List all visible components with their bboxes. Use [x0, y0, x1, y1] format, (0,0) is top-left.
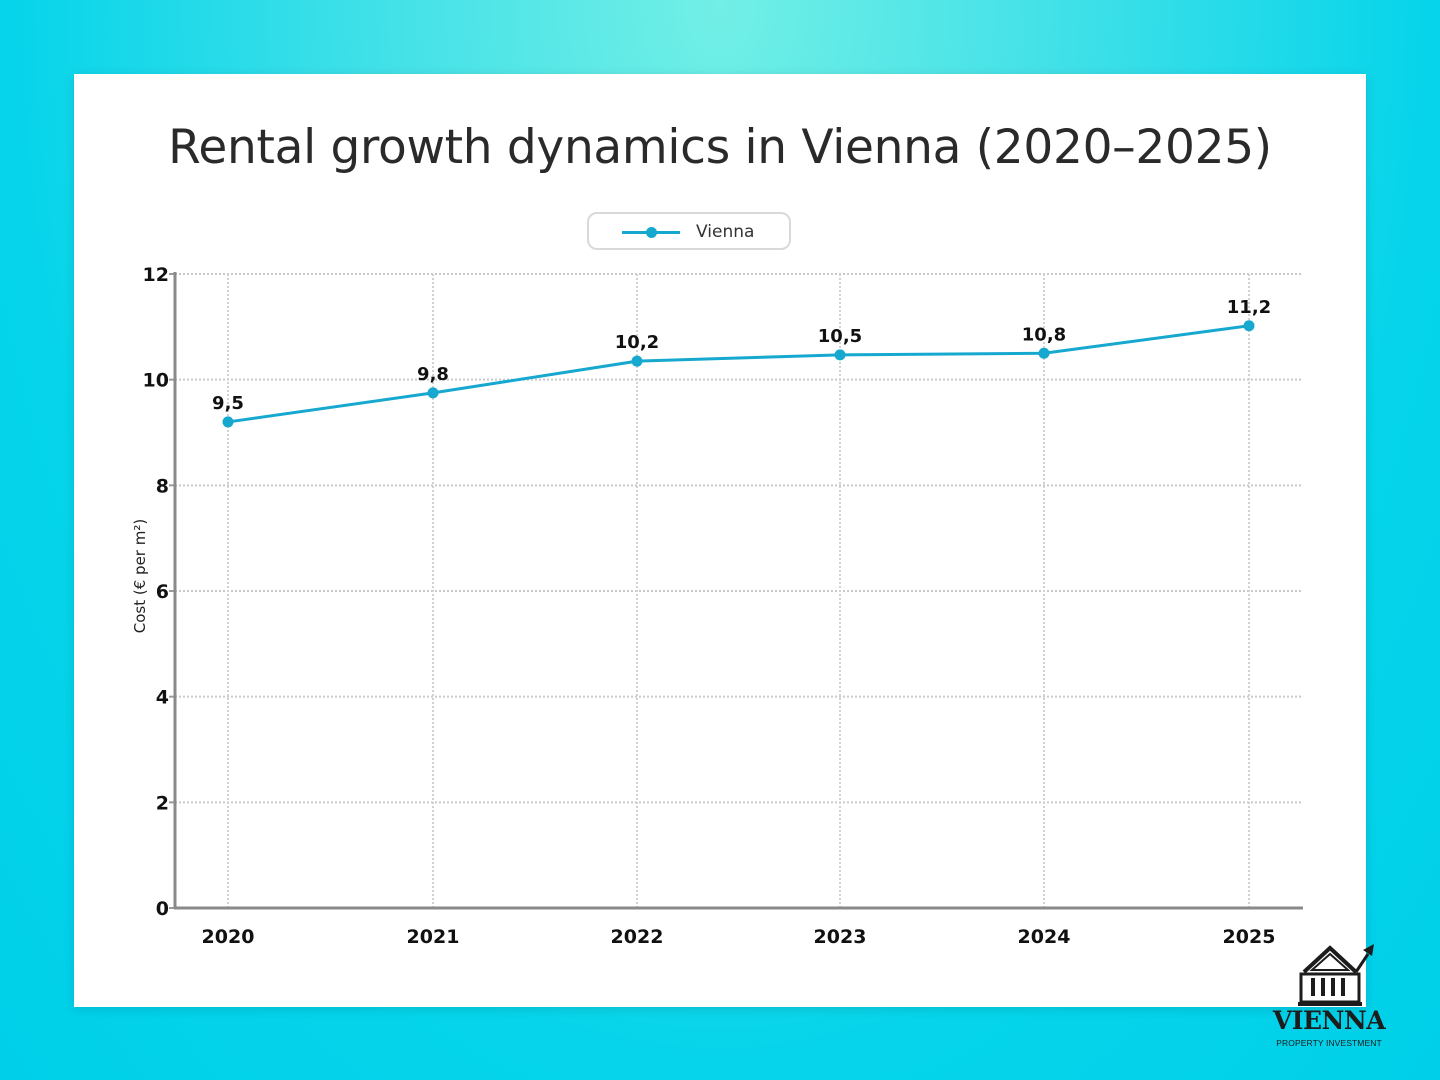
data-label: 9,8	[417, 364, 449, 385]
data-label: 10,2	[615, 332, 659, 353]
y-tick-label: 10	[143, 370, 169, 392]
legend-dot-marker	[646, 227, 657, 238]
y-tick-label: 0	[156, 898, 169, 920]
data-label: 9,5	[212, 393, 244, 414]
y-tick-label: 2	[156, 792, 169, 814]
data-label: 11,2	[1227, 297, 1271, 318]
data-point	[834, 349, 846, 361]
bank-building-growth-icon	[1298, 944, 1374, 1006]
x-tick-label: 2025	[1223, 926, 1276, 948]
data-label: 10,5	[818, 326, 862, 347]
data-point	[1038, 347, 1050, 359]
series-line-vienna	[227, 324, 1250, 424]
data-point	[222, 416, 234, 428]
data-point	[631, 355, 643, 367]
chart-title: Rental growth dynamics in Vienna (2020–2…	[168, 120, 1272, 175]
y-tick-label: 12	[143, 264, 169, 286]
brand-name: VIENNA	[1272, 1006, 1386, 1035]
x-tick-label: 2023	[814, 926, 867, 948]
data-point	[1243, 320, 1255, 332]
brand-tagline: PROPERTY INVESTMENT	[1276, 1038, 1382, 1048]
data-point	[427, 387, 439, 399]
data-label: 10,8	[1022, 324, 1066, 345]
y-tick-label: 8	[156, 475, 169, 497]
x-tick-label: 2024	[1018, 926, 1071, 948]
legend-label-vienna: Vienna	[696, 222, 755, 242]
chart-legend[interactable]: Vienna	[587, 212, 791, 250]
x-tick-label: 2022	[611, 926, 664, 948]
y-tick-label: 4	[156, 687, 169, 709]
y-tick-label: 6	[156, 581, 169, 603]
x-tick-label: 2020	[202, 926, 255, 948]
x-tick-label: 2021	[407, 926, 460, 948]
